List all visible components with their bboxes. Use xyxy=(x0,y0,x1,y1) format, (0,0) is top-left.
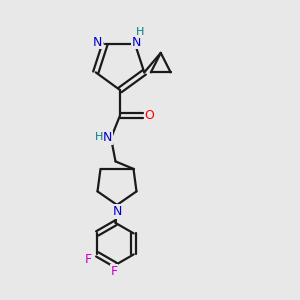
Text: F: F xyxy=(85,253,92,266)
Text: F: F xyxy=(110,265,118,278)
Text: N: N xyxy=(93,36,102,49)
Text: N: N xyxy=(112,205,122,218)
Text: N: N xyxy=(132,36,141,49)
Text: O: O xyxy=(144,109,154,122)
Text: N: N xyxy=(103,131,112,145)
Text: H: H xyxy=(95,132,103,142)
Text: H: H xyxy=(136,28,145,38)
